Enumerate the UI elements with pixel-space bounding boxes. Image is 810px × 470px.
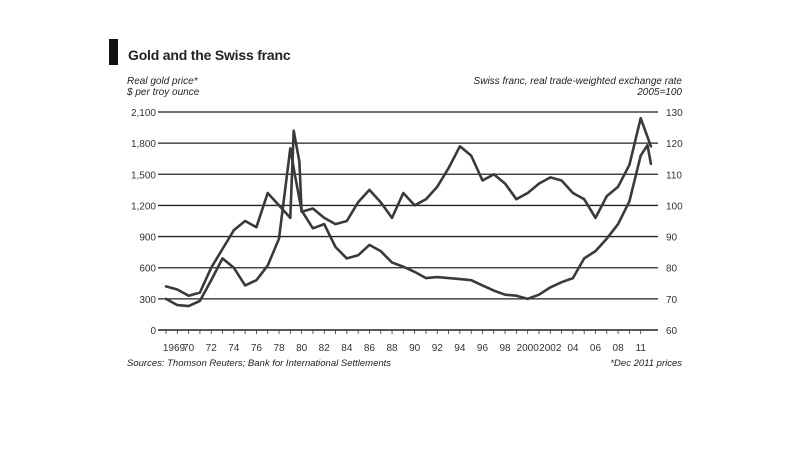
- right-tick-label: 110: [666, 170, 682, 181]
- right-tick-label: 120: [666, 139, 683, 150]
- right-tick-label: 70: [666, 295, 678, 306]
- left-tick-label: 1,200: [131, 201, 156, 212]
- left-tick-label: 300: [139, 295, 156, 306]
- right-tick-label: 80: [666, 264, 678, 275]
- x-tick-label: 92: [432, 343, 444, 354]
- x-tick-label: 86: [364, 343, 376, 354]
- x-tick-label: 1969: [163, 343, 186, 354]
- x-tick-label: 76: [251, 343, 263, 354]
- x-tick-label: 90: [409, 343, 421, 354]
- chart-title: Gold and the Swiss franc: [128, 47, 291, 63]
- right-axis-title: Swiss franc, real trade-weighted exchang…: [474, 76, 682, 98]
- left-axis-title-line: $ per troy ounce: [127, 87, 200, 98]
- right-tick-label: 60: [666, 326, 678, 337]
- right-tick-label: 90: [666, 233, 678, 244]
- x-tick-label: 88: [386, 343, 398, 354]
- right-tick-label: 100: [666, 201, 683, 212]
- left-tick-label: 0: [150, 326, 156, 337]
- left-axis-title: Real gold price* $ per troy ounce: [127, 76, 199, 98]
- left-tick-label: 900: [139, 233, 156, 244]
- right-tick-label: 130: [666, 108, 683, 119]
- source-note: Sources: Thomson Reuters; Bank for Inter…: [127, 358, 392, 369]
- x-tick-label: 06: [590, 343, 602, 354]
- x-tick-label: 04: [567, 343, 579, 354]
- x-tick-label: 2002: [539, 343, 562, 354]
- left-series-line: [164, 143, 653, 308]
- x-tick-label: 11: [636, 343, 647, 354]
- x-tick-label: 96: [477, 343, 489, 354]
- x-tick-label: 74: [228, 343, 240, 354]
- x-tick-label: 94: [454, 343, 466, 354]
- x-tick-label: 72: [206, 343, 218, 354]
- x-tick-label: 80: [296, 343, 308, 354]
- footnote: *Dec 2011 prices: [610, 358, 682, 369]
- left-tick-label: 600: [139, 264, 156, 275]
- right-axis-title-line: 2005=100: [637, 87, 682, 98]
- x-tick-label: 78: [273, 343, 285, 354]
- right-axis-title-line: Swiss franc, real trade-weighted exchang…: [473, 76, 682, 87]
- x-tick-label: 98: [500, 343, 512, 354]
- x-tick-label: 84: [341, 343, 353, 354]
- x-tick-label: 2000: [517, 343, 540, 354]
- right-series-line: [164, 116, 653, 297]
- left-tick-label: 1,800: [131, 139, 156, 150]
- left-tick-label: 2,100: [131, 108, 156, 119]
- title-accent-bar: [109, 39, 118, 65]
- left-axis-title-line: Real gold price*: [127, 76, 198, 87]
- x-tick-label: 82: [319, 343, 331, 354]
- left-tick-label: 1,500: [131, 170, 156, 181]
- x-tick-label: 70: [183, 343, 195, 354]
- x-tick-label: 08: [613, 343, 625, 354]
